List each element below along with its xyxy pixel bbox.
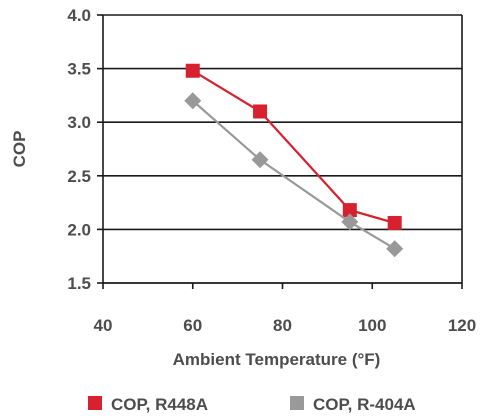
data-point-0-1 bbox=[253, 104, 268, 119]
x-tick-label-3: 100 bbox=[358, 316, 386, 335]
y-tick-label-5: 4.0 bbox=[67, 6, 91, 25]
series-line-0 bbox=[192, 69, 395, 225]
data-point-0-3 bbox=[387, 215, 402, 230]
x-tick-label-1: 60 bbox=[183, 316, 202, 335]
legend-item-r448a: COP, R448A bbox=[88, 395, 208, 414]
y-tick-labels: 1.5 2.0 2.5 3.0 3.5 4.0 bbox=[67, 6, 91, 293]
x-tick-label-4: 120 bbox=[448, 316, 476, 335]
legend: COP, R448A COP, R-404A bbox=[88, 395, 416, 414]
data-point-1-0 bbox=[184, 92, 202, 110]
series-1 bbox=[184, 92, 404, 258]
legend-swatch-r404a bbox=[290, 396, 304, 410]
data-point-1-1 bbox=[251, 151, 269, 169]
gridlines bbox=[103, 14, 462, 284]
y-tick-label-0: 1.5 bbox=[67, 274, 91, 293]
data-point-0-0 bbox=[185, 63, 200, 78]
legend-label-r404a: COP, R-404A bbox=[313, 395, 416, 414]
legend-swatch-r448a bbox=[88, 396, 102, 410]
y-axis-title: COP bbox=[10, 131, 29, 168]
x-tick-label-2: 80 bbox=[273, 316, 292, 335]
y-tick-label-3: 3.0 bbox=[67, 113, 91, 132]
x-axis-title: Ambient Temperature (°F) bbox=[173, 350, 381, 369]
legend-label-r448a: COP, R448A bbox=[111, 395, 208, 414]
axes bbox=[97, 14, 463, 289]
y-tick-label-2: 2.5 bbox=[67, 167, 91, 186]
series-layer bbox=[184, 63, 404, 258]
data-point-1-3 bbox=[386, 240, 404, 258]
x-tick-labels: 40 60 80 100 120 bbox=[94, 316, 477, 335]
data-point-1-2 bbox=[341, 213, 359, 231]
series-line-1 bbox=[192, 99, 396, 250]
y-tick-label-4: 3.5 bbox=[67, 60, 91, 79]
y-tick-label-1: 2.0 bbox=[67, 220, 91, 239]
series-0 bbox=[185, 63, 402, 230]
data-point-0-2 bbox=[342, 203, 357, 218]
legend-item-r404a: COP, R-404A bbox=[290, 395, 416, 414]
x-tick-label-0: 40 bbox=[94, 316, 113, 335]
